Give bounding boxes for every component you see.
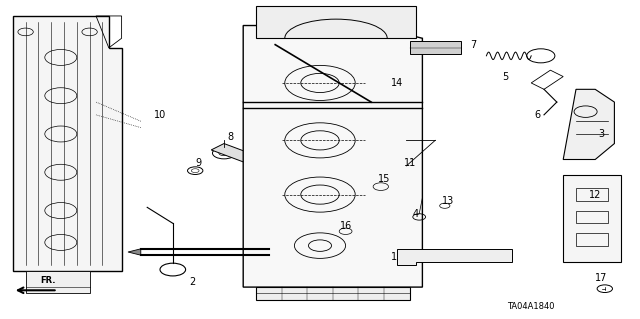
Polygon shape: [26, 271, 90, 293]
Text: 8: 8: [227, 132, 234, 142]
Text: 9: 9: [195, 158, 202, 168]
Text: 10: 10: [154, 110, 166, 120]
Polygon shape: [13, 16, 122, 271]
Text: TA04A1840: TA04A1840: [508, 302, 555, 311]
Text: 4: 4: [413, 209, 419, 219]
Text: 13: 13: [442, 196, 454, 206]
Polygon shape: [243, 26, 422, 287]
Text: 17: 17: [595, 272, 608, 283]
Polygon shape: [397, 249, 512, 265]
Text: 12: 12: [589, 189, 602, 200]
Text: 1: 1: [390, 252, 397, 262]
Text: 3: 3: [598, 129, 605, 139]
Polygon shape: [563, 175, 621, 262]
Bar: [576, 188, 608, 201]
Polygon shape: [563, 89, 614, 160]
Bar: [576, 211, 608, 223]
Text: 16: 16: [339, 221, 352, 232]
Text: 14: 14: [390, 78, 403, 88]
Text: 5: 5: [502, 71, 509, 82]
Text: 7: 7: [470, 40, 477, 50]
Text: 15: 15: [378, 174, 390, 184]
Text: 2: 2: [189, 277, 195, 287]
Polygon shape: [410, 41, 461, 54]
Polygon shape: [256, 6, 416, 38]
Bar: [576, 233, 608, 246]
Text: FR.: FR.: [40, 276, 56, 285]
Text: 11: 11: [403, 158, 416, 168]
Polygon shape: [211, 144, 301, 179]
Polygon shape: [128, 249, 141, 255]
Polygon shape: [256, 287, 410, 300]
Text: 6: 6: [534, 110, 541, 120]
